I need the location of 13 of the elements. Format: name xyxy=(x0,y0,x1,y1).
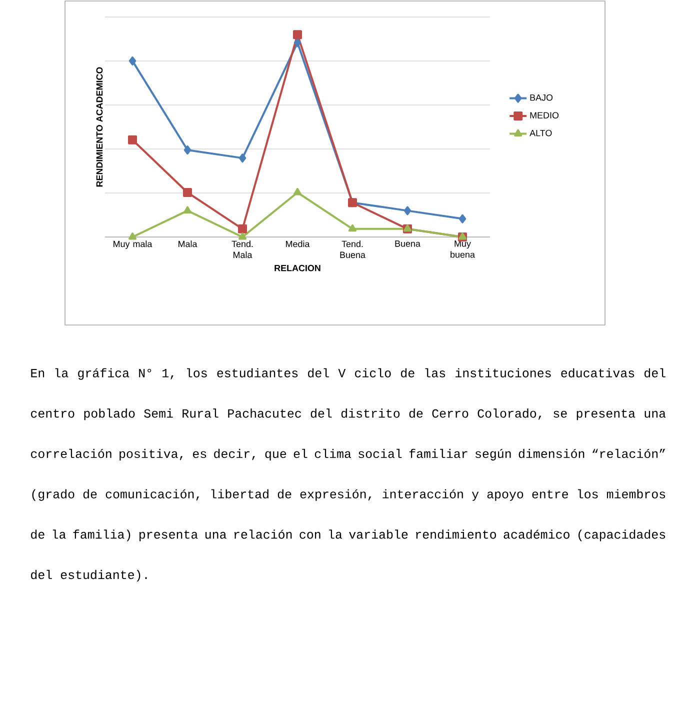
x-axis-title: RELACION xyxy=(274,264,320,272)
y-axis-title: RENDIMIENTO ACADEMICO xyxy=(96,67,103,187)
x-tick-label: Buena xyxy=(395,240,420,247)
text: En la gráfica N° 1, los estudiantes del V ciclo de las instituciones educativas del centro poblado Semi Rural Pachacutec del distrito de Cerro Colorado, se presenta una correlación positiva, es decir, que el clima social familiar según dimensión “relación” (grado de comunicación, libertad de expresión, interacción y apoyo entre los miembros de la familia) presenta una relación con la variable rendimiento académico (capacidades del estudiante). xyxy=(30,368,666,582)
legend-label: BAJO xyxy=(530,94,553,101)
legend-label: ALTO xyxy=(530,130,552,136)
x-tick-label: Mala xyxy=(178,240,198,248)
legend-label: MEDIO xyxy=(530,112,559,118)
x-tick-label: Muy buena xyxy=(450,240,475,258)
x-tick-label: Tend. Buena xyxy=(340,240,366,258)
x-tick-label: Tend. Mala xyxy=(232,240,253,258)
x-tick-label: Media xyxy=(286,240,310,248)
x-tick-label: Muy mala xyxy=(114,240,152,249)
